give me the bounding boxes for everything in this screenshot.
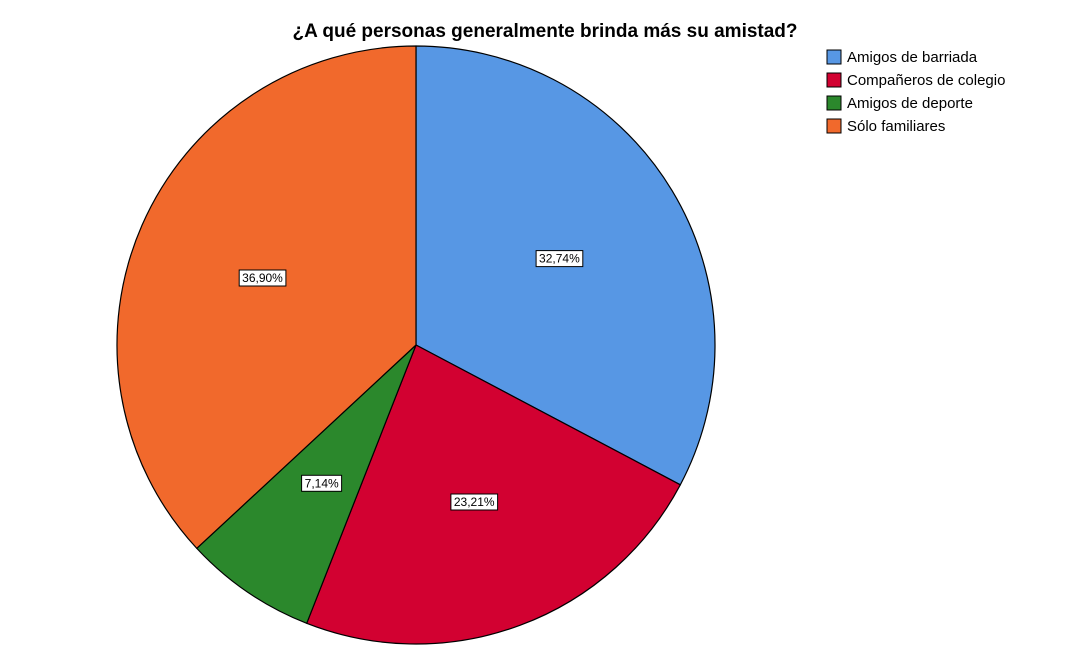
legend-swatch: [826, 118, 842, 134]
legend-label: Compañeros de colegio: [847, 72, 1005, 89]
data-label-solo-familiares: 36,90%: [238, 269, 287, 287]
data-label-box: [535, 250, 584, 268]
data-label-box: [238, 269, 287, 287]
legend: Amigos de barriada Compañeros de colegio A…: [826, 49, 1005, 135]
legend-item-solo-familiares: Sólo familiares: [826, 118, 945, 135]
legend-item-amigos-de-barriada: Amigos de barriada: [826, 49, 978, 66]
data-label-amigos-de-deporte: 7,14%: [301, 474, 343, 492]
data-label-companeros-de-colegio: 23,21%: [450, 493, 499, 511]
legend-label: Amigos de deporte: [847, 95, 973, 112]
data-label-box: [450, 493, 499, 511]
data-label-value: 36,90%: [242, 271, 283, 285]
data-label-value: 7,14%: [305, 476, 339, 490]
data-labels: 32,74% 23,21% 7,14% 36,90%: [238, 250, 584, 511]
legend-label: Amigos de barriada: [847, 49, 978, 66]
legend-item-companeros-de-colegio: Compañeros de colegio: [826, 72, 1005, 89]
data-label-value: 32,74%: [539, 252, 580, 266]
data-label-amigos-de-barriada: 32,74%: [535, 250, 584, 268]
legend-swatch: [826, 95, 842, 111]
legend-swatch: [826, 49, 842, 65]
legend-label: Sólo familiares: [847, 118, 945, 135]
data-label-box: [301, 474, 343, 492]
data-label-value: 23,21%: [454, 495, 495, 509]
pie-slice-solo-familiares: [116, 45, 417, 549]
legend-item-amigos-de-deporte: Amigos de deporte: [826, 95, 973, 112]
legend-swatch: [826, 72, 842, 88]
chart-title: ¿A qué personas generalmente brinda más …: [292, 21, 797, 42]
pie-slices: [116, 45, 716, 645]
